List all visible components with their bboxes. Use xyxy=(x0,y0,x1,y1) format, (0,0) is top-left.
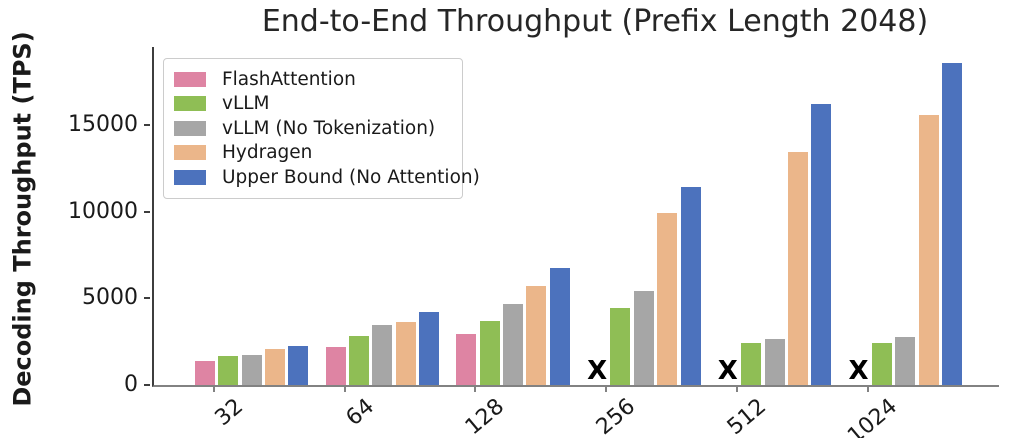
x-tick xyxy=(474,387,477,392)
bar-hydragen-1024 xyxy=(918,115,939,385)
legend-item-upper-bound-no-attention: Upper Bound (No Attention) xyxy=(174,165,480,190)
x-tick-label-256: 256 xyxy=(591,394,641,438)
y-tick xyxy=(144,210,150,213)
legend-label: Upper Bound (No Attention) xyxy=(222,166,480,188)
bar-vllm-512 xyxy=(741,342,762,385)
y-tick-label: 10000 xyxy=(68,198,138,224)
bar-upper-bound-no-attention-32 xyxy=(288,346,309,385)
y-tick-label: 5000 xyxy=(82,285,138,311)
x-tick-label-32: 32 xyxy=(210,394,249,432)
bar-upper-bound-no-attention-128 xyxy=(549,268,570,385)
x-tick xyxy=(735,387,738,392)
x-tick xyxy=(213,387,215,392)
bar-upper-bound-no-attention-512 xyxy=(811,104,832,385)
bar-hydragen-64 xyxy=(395,321,416,385)
bar-hydragen-256 xyxy=(657,212,678,385)
y-tick-label: 0 xyxy=(124,372,138,397)
y-axis-label: Decoding Throughput (TPS) xyxy=(9,31,38,407)
legend-item-flashattention: FlashAttention xyxy=(174,67,452,92)
x-tick xyxy=(605,387,608,392)
legend-item-vllm: vLLM xyxy=(174,92,452,117)
chart-title: End-to-End Throughput (Prefix Length 204… xyxy=(261,4,929,39)
bar-upper-bound-no-attention-1024 xyxy=(941,63,962,385)
bar-vllm-128 xyxy=(479,320,500,385)
bar-vllm-64 xyxy=(349,335,370,385)
x-tick-label-512: 512 xyxy=(722,394,771,438)
bar-vllm-32 xyxy=(218,356,239,385)
bar-hydragen-128 xyxy=(526,286,547,385)
y-tick-label: 15000 xyxy=(68,112,138,137)
legend-swatch-icon xyxy=(174,145,206,161)
bar-vllm-1024 xyxy=(871,342,892,385)
bar-hydragen-32 xyxy=(265,349,286,385)
bar-flashattention-128 xyxy=(456,333,477,385)
legend-swatch-icon xyxy=(174,96,206,112)
legend-label: vLLM xyxy=(222,93,270,115)
bar-vllm-no-tokenization-128 xyxy=(503,303,524,385)
x-tick-label-64: 64 xyxy=(341,394,379,432)
legend-item-vllm-no-tokenization: vLLM (No Tokenization) xyxy=(174,116,452,141)
missing-marker-flashattention-256: X xyxy=(587,356,608,386)
bar-hydragen-512 xyxy=(787,151,808,385)
y-axis-label-container: Decoding Throughput (TPS) xyxy=(0,0,46,438)
legend-label: Hydragen xyxy=(222,142,313,164)
bar-upper-bound-no-attention-256 xyxy=(680,187,701,385)
legend-swatch-icon xyxy=(174,120,206,136)
y-tick xyxy=(144,384,150,386)
legend-swatch-icon xyxy=(174,71,206,87)
x-tick xyxy=(343,387,346,392)
legend: FlashAttention vLLM vLLM (No Tokenization)… xyxy=(163,58,480,199)
bar-flashattention-32 xyxy=(195,360,215,385)
bar-flashattention-64 xyxy=(325,346,346,385)
bar-vllm-256 xyxy=(610,307,631,385)
plot-area: X X X FlashAttention vLLM vLLM (No Tokenizat… xyxy=(152,47,999,387)
bar-vllm-no-tokenization-64 xyxy=(372,325,393,385)
bar-vllm-no-tokenization-1024 xyxy=(895,337,916,385)
legend-swatch-icon xyxy=(174,169,206,185)
y-tick xyxy=(144,124,150,126)
y-tick xyxy=(144,297,150,300)
x-tick-label-128: 128 xyxy=(461,394,510,438)
bar-vllm-no-tokenization-512 xyxy=(764,339,785,385)
x-tick xyxy=(866,387,869,392)
legend-label: vLLM (No Tokenization) xyxy=(222,117,436,139)
legend-label: FlashAttention xyxy=(222,68,356,90)
missing-marker-flashattention-1024: X xyxy=(848,356,869,386)
bar-upper-bound-no-attention-64 xyxy=(419,312,440,385)
bar-vllm-no-tokenization-32 xyxy=(241,354,262,385)
legend-item-hydragen: Hydragen xyxy=(174,141,452,166)
missing-marker-flashattention-512: X xyxy=(717,356,738,386)
bar-vllm-no-tokenization-256 xyxy=(633,291,654,385)
x-tick-label-1024: 1024 xyxy=(842,394,902,438)
